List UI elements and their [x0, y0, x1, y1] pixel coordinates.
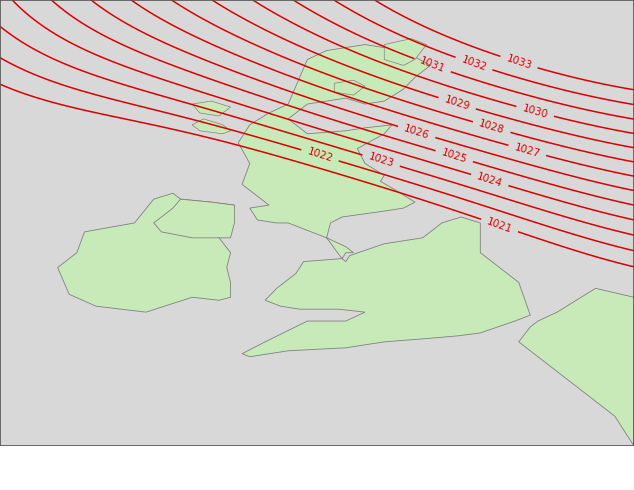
- Polygon shape: [334, 80, 365, 95]
- Polygon shape: [238, 45, 530, 357]
- Text: 1029: 1029: [443, 95, 471, 112]
- Text: 1021: 1021: [486, 216, 514, 235]
- Polygon shape: [384, 39, 427, 65]
- Text: 1028: 1028: [477, 119, 506, 136]
- Text: Sa 11-05-2024 00:00 UTC (00+240): Sa 11-05-2024 00:00 UTC (00+240): [403, 452, 628, 465]
- Text: 1025: 1025: [440, 147, 469, 165]
- Text: 1023: 1023: [367, 152, 395, 170]
- Text: Surface pressure [hPa] ECMWF: Surface pressure [hPa] ECMWF: [6, 457, 200, 469]
- Text: 1024: 1024: [476, 171, 504, 189]
- Polygon shape: [192, 101, 231, 116]
- Text: 1031: 1031: [418, 56, 446, 75]
- Text: 1022: 1022: [306, 147, 334, 164]
- Text: 1030: 1030: [521, 103, 549, 120]
- Text: 1033: 1033: [505, 53, 533, 71]
- Text: 1026: 1026: [403, 123, 430, 141]
- Polygon shape: [153, 199, 235, 238]
- Polygon shape: [519, 288, 634, 446]
- Polygon shape: [192, 119, 231, 134]
- Text: 1032: 1032: [460, 54, 488, 73]
- Polygon shape: [58, 193, 235, 312]
- Text: © weatheronline.co.uk: © weatheronline.co.uk: [493, 471, 628, 484]
- Text: 1027: 1027: [513, 142, 541, 159]
